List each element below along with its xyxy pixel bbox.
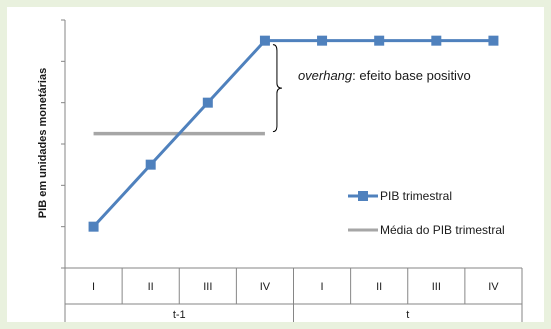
x-group-label: t-1 — [173, 309, 186, 321]
annotation-rest: : efeito base positivo — [352, 68, 471, 83]
x-tick-label: IV — [488, 281, 499, 293]
legend-swatch-marker — [358, 191, 368, 201]
legend: PIB trimestral Média do PIB trimestral — [348, 189, 505, 237]
data-point — [145, 159, 156, 170]
y-axis-label: PIB em unidades monetárias — [37, 68, 49, 218]
overhang-annotation: overhang: efeito base positivo — [298, 68, 471, 83]
x-group-label: t — [406, 309, 409, 321]
chart-panel — [7, 7, 544, 322]
data-point — [259, 35, 270, 46]
x-tick-label: III — [432, 281, 441, 293]
annotation-layer: overhang: efeito base positivo — [272, 44, 471, 133]
axes: I II III IV I II III IVt-1 t — [61, 19, 523, 322]
data-point — [202, 97, 213, 108]
series-layer — [88, 35, 499, 232]
data-point — [88, 221, 99, 232]
x-tick-label: I — [92, 281, 95, 293]
data-point — [488, 35, 499, 46]
legend-label: PIB trimestral — [380, 189, 452, 203]
data-point — [431, 35, 442, 46]
x-tick-label: II — [148, 281, 154, 293]
data-point — [317, 35, 328, 46]
data-point — [374, 35, 385, 46]
x-tick-label: I — [321, 281, 324, 293]
x-tick-label: II — [376, 281, 382, 293]
annotation-italic: overhang — [298, 68, 353, 83]
series-line-pib-trimestral — [92, 39, 494, 228]
legend-label: Média do PIB trimestral — [380, 223, 505, 237]
x-tick-label: IV — [260, 281, 271, 293]
x-tick-label: III — [203, 281, 212, 293]
